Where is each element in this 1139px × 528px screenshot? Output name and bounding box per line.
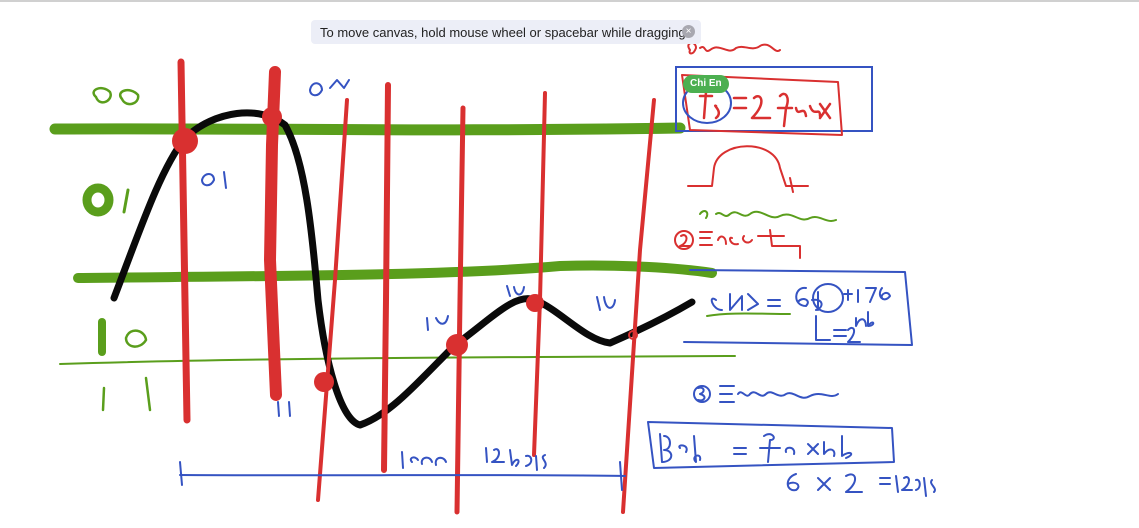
step-2-circle [674,230,694,250]
green-level-line-middle [73,260,717,283]
sample-point-3 [314,372,334,392]
green-level-line-top [49,122,686,136]
time-axis-start-tick [179,461,183,486]
sample-line-1 [177,58,191,424]
spectrum-sketch [687,145,809,193]
sample-point-5 [526,294,544,312]
step-3-circle [693,385,711,403]
label-encoding-3 [697,385,839,403]
close-hint-icon[interactable]: × [682,25,695,38]
sample-line-4 [381,82,391,473]
nb-circle [812,283,844,313]
label-quantization [699,210,837,222]
green-label-10-zero [124,329,148,348]
time-axis [179,474,626,477]
blue-label-10-c [596,296,616,311]
formula-fs-equals-2fmax [698,90,832,128]
green-label-11 [101,376,152,412]
canvas-hint-text: To move canvas, hold mouse wheel or spac… [320,24,686,40]
blue-label-01 [201,171,227,189]
top-border [0,0,1139,2]
bitrate-box [647,421,895,469]
underline-snr [706,312,791,317]
plus-176 [843,287,891,303]
time-axis-end-tick [619,461,623,491]
sample-point-2 [262,107,282,127]
green-label-00 [92,86,140,106]
snr-box [683,269,913,346]
sample-point-1 [172,128,198,154]
blue-label-10 [426,315,449,331]
sample-line-6 [532,91,547,457]
label-sampling [687,42,781,55]
sample-line-5 [454,105,466,515]
blue-label-00-top [309,79,350,97]
sample-line-7 [621,98,656,514]
sampling-box-blue [675,66,873,132]
blue-label-11 [277,401,291,417]
nb-exponent [855,311,875,327]
sampling-formula-box [681,74,843,136]
sample-point-4 [446,334,468,356]
blue-label-1sec [401,451,447,469]
formula-bd-equals-fs-x-nb [659,433,853,463]
green-label-0-dot [82,183,114,217]
analog-signal-curve [110,109,696,429]
formula-snr-equals-6nb-plus-176 [710,286,823,311]
canvas-hint-toast: To move canvas, hold mouse wheel or spac… [311,20,701,44]
sample-point-6 [628,330,638,340]
blue-label-10-b [506,285,525,297]
user-cursor-badge: Chi En [683,75,729,93]
blue-label-12bps [485,447,547,471]
formula-6-x-2-equals-12bps [786,473,936,497]
green-label-1-stroke [122,188,130,214]
L-equals-2 [815,315,861,343]
label-encoding [679,229,801,259]
sample-line-3 [316,98,349,502]
